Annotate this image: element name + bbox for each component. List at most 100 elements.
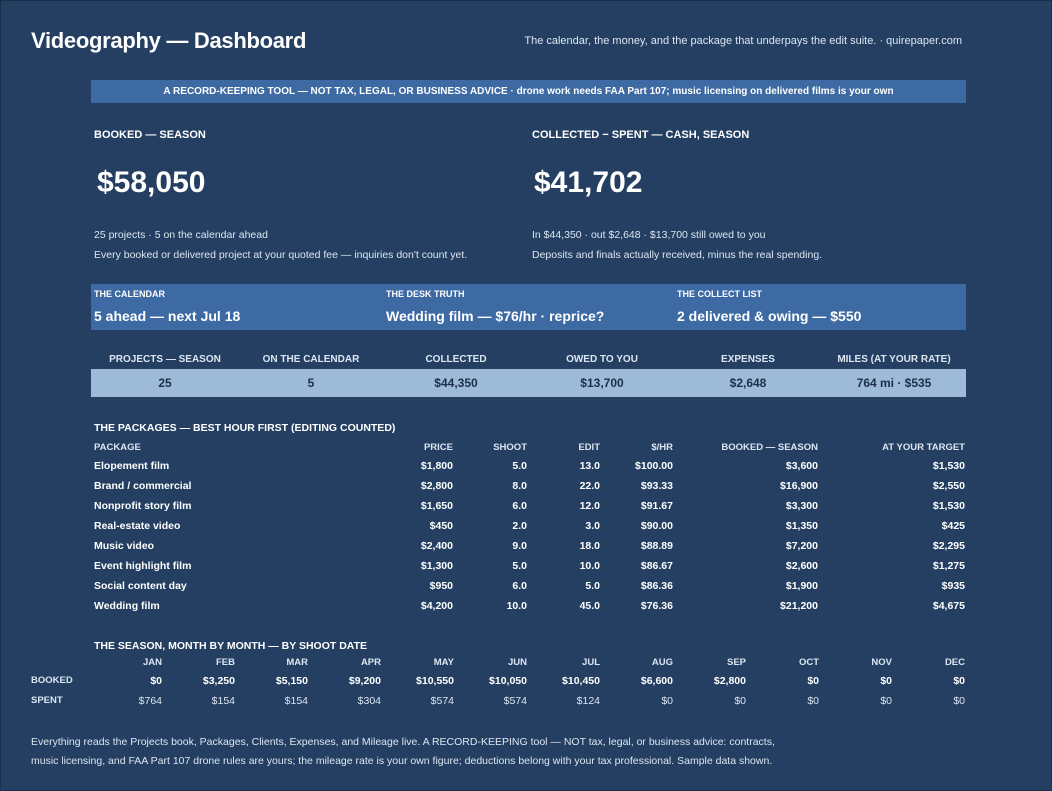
month-spent-value: $0 (953, 695, 965, 707)
cell-booked: $16,900 (780, 480, 818, 492)
month-spent-value: $154 (284, 695, 308, 707)
stat-projects-value: 25 (158, 376, 172, 390)
month-header: AUG (651, 657, 673, 668)
month-spent-value: $154 (211, 695, 235, 707)
card-desk-truth: THE DESK TRUTH Wedding film — $76/hr · r… (383, 284, 673, 330)
month-booked-value: $2,800 (713, 675, 746, 687)
cell-booked: $21,200 (780, 600, 818, 612)
cell-edit: 5.0 (585, 580, 600, 592)
card-desk-truth-value: Wedding film — $76/hr · reprice? (386, 308, 605, 324)
cell-price: $1,800 (420, 460, 453, 472)
month-spent-value: $0 (734, 695, 746, 707)
cell-package: Social content day (94, 580, 187, 592)
disclaimer-banner-text: A RECORD-KEEPING TOOL — NOT TAX, LEGAL, … (163, 86, 894, 97)
month-header: JUN (507, 657, 527, 668)
card-collect-list: THE COLLECT LIST 2 delivered & owing — $… (674, 284, 964, 330)
col-rate: $/HR (651, 442, 673, 453)
col-package: PACKAGE (94, 442, 141, 453)
month-header: SEP (726, 657, 746, 668)
month-booked-value: $10,550 (416, 675, 454, 687)
month-spent-value: $0 (807, 695, 819, 707)
month-booked-value: $10,450 (562, 675, 600, 687)
stat-miles-value: 764 mi · $535 (856, 376, 932, 390)
cell-target: $935 (941, 580, 965, 592)
cell-rate: $86.36 (640, 580, 673, 592)
month-booked-value: $0 (150, 675, 162, 687)
col-booked: BOOKED — SEASON (721, 442, 818, 453)
cell-booked: $1,900 (785, 580, 818, 592)
stat-owed-label: OWED TO YOU (566, 354, 638, 365)
month-header: OCT (798, 657, 819, 668)
kpi-net-label: COLLECTED − SPENT — CASH, SEASON (532, 129, 750, 141)
month-booked-value: $10,050 (489, 675, 527, 687)
month-spent-value: $0 (661, 695, 673, 707)
cell-target: $425 (941, 520, 965, 532)
cell-edit: 45.0 (579, 600, 600, 612)
month-spent-value: $574 (430, 695, 454, 707)
card-desk-truth-head: THE DESK TRUTH (386, 289, 465, 299)
month-header: FEB (216, 657, 235, 668)
kpi-net-value: $41,702 (534, 166, 643, 199)
kpi-booked-note: Every booked or delivered project at you… (94, 249, 468, 261)
month-header: MAR (286, 657, 308, 668)
cell-edit: 3.0 (585, 520, 600, 532)
stats-bar (91, 369, 966, 397)
cell-booked: $2,600 (785, 560, 818, 572)
cell-edit: 22.0 (579, 480, 600, 492)
cell-shoot: 2.0 (512, 520, 527, 532)
cell-edit: 10.0 (579, 560, 600, 572)
stat-calendar-label: ON THE CALENDAR (262, 354, 360, 365)
month-header: DEC (944, 657, 965, 668)
month-header: JUL (582, 657, 600, 668)
cell-shoot: 5.0 (512, 460, 527, 472)
month-header: MAY (433, 657, 454, 668)
footer-line-2: music licensing, and FAA Part 107 drone … (31, 755, 773, 767)
month-spent-value: $764 (138, 695, 162, 707)
month-booked-value: $6,600 (640, 675, 673, 687)
disclaimer-banner: A RECORD-KEEPING TOOL — NOT TAX, LEGAL, … (91, 80, 966, 103)
col-price: PRICE (423, 442, 453, 453)
col-shoot: SHOOT (493, 442, 527, 453)
stat-collected-label: COLLECTED (425, 354, 487, 365)
col-edit: EDIT (578, 442, 600, 453)
cell-shoot: 10.0 (506, 600, 527, 612)
month-booked-value: $0 (880, 675, 892, 687)
month-booked-value: $5,150 (275, 675, 308, 687)
cell-rate: $76.36 (640, 600, 673, 612)
cell-target: $1,275 (932, 560, 965, 572)
stat-expenses-value: $2,648 (729, 376, 767, 390)
month-header: APR (360, 657, 381, 668)
cell-edit: 12.0 (579, 500, 600, 512)
month-booked-value: $0 (953, 675, 965, 687)
cell-shoot: 6.0 (512, 580, 527, 592)
stat-collected-value: $44,350 (434, 376, 478, 390)
footer-line-1: Everything reads the Projects book, Pack… (31, 736, 775, 748)
stat-calendar-value: 5 (307, 376, 315, 390)
card-collect-list-head: THE COLLECT LIST (677, 289, 762, 299)
cell-package: Music video (94, 540, 155, 552)
stat-expenses-label: EXPENSES (721, 354, 775, 365)
cell-booked: $3,600 (785, 460, 818, 472)
page-tagline: The calendar, the money, and the package… (524, 35, 962, 47)
season-booked-label: BOOKED (31, 675, 73, 686)
month-booked-value: $3,250 (202, 675, 235, 687)
kpi-net-note: Deposits and finals actually received, m… (532, 249, 823, 261)
cell-package: Brand / commercial (94, 480, 192, 492)
cell-rate: $93.33 (640, 480, 673, 492)
month-header: JAN (142, 657, 162, 668)
stat-miles-label: MILES (AT YOUR RATE) (837, 354, 951, 365)
card-calendar-head: THE CALENDAR (94, 289, 165, 299)
cell-rate: $100.00 (635, 460, 673, 472)
cell-target: $2,295 (932, 540, 965, 552)
cell-edit: 13.0 (579, 460, 600, 472)
cell-price: $2,800 (420, 480, 453, 492)
cell-price: $4,200 (420, 600, 453, 612)
month-spent-value: $574 (503, 695, 527, 707)
page-title: Videography — Dashboard (31, 28, 307, 53)
cell-booked: $1,350 (785, 520, 818, 532)
card-collect-list-value: 2 delivered & owing — $550 (677, 308, 862, 324)
cell-package: Real-estate video (94, 520, 181, 532)
cell-price: $2,400 (420, 540, 453, 552)
cell-target: $1,530 (932, 460, 965, 472)
card-calendar: THE CALENDAR 5 ahead — next Jul 18 (91, 284, 381, 330)
